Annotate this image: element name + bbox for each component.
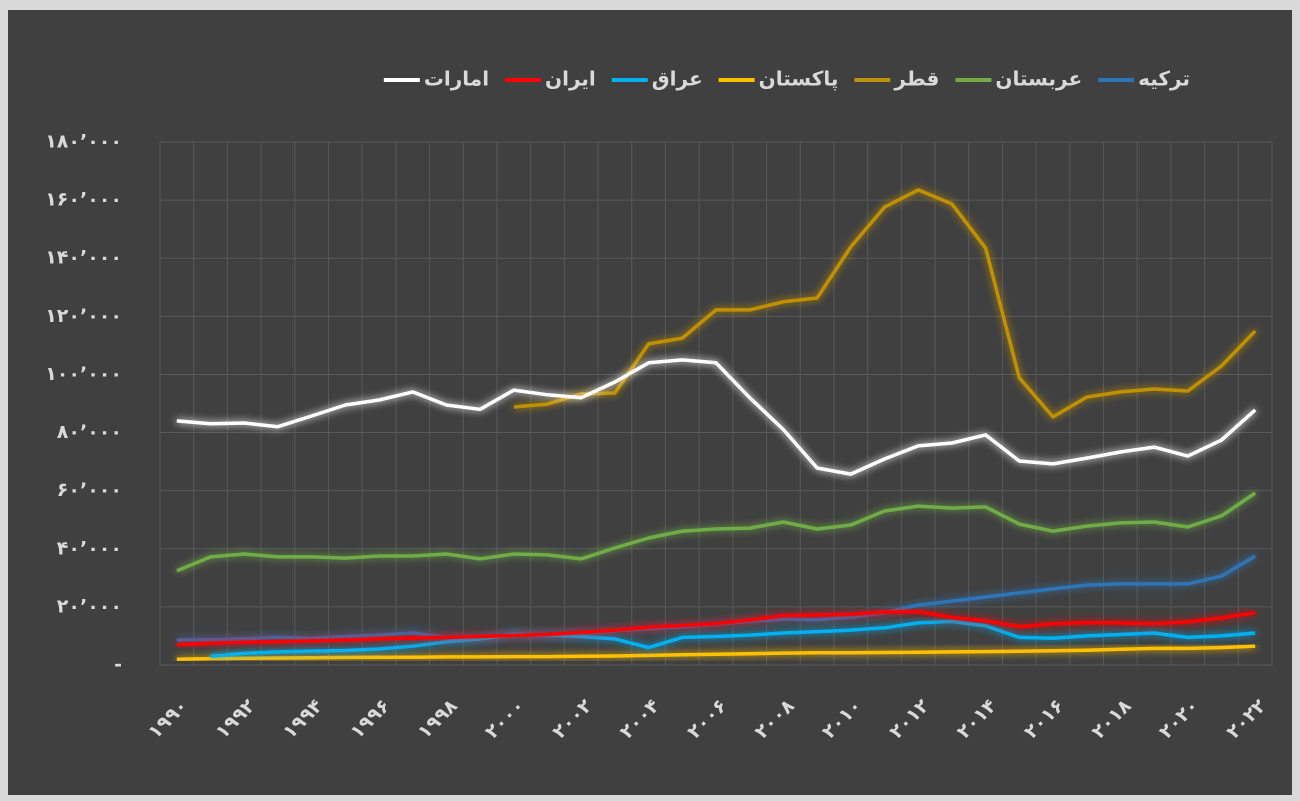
legend-label: امارات	[424, 67, 489, 91]
y-tick-label: ۶۰’۰۰۰	[57, 479, 122, 501]
legend-label: پاکستان	[759, 67, 839, 92]
legend-label: ایران	[545, 67, 596, 91]
y-tick-label: -	[114, 654, 122, 676]
legend-label: عراق	[652, 67, 703, 91]
y-tick-label: ۱۲۰’۰۰۰	[45, 305, 122, 327]
y-tick-label: ۲۰’۰۰۰	[57, 595, 122, 617]
series-line	[176, 609, 1256, 647]
y-tick-label: ۱۴۰’۰۰۰	[45, 247, 122, 269]
series-line	[176, 358, 1257, 476]
y-tick-label: ۴۰’۰۰۰	[57, 537, 122, 559]
series-line	[176, 491, 1257, 573]
y-tick-label: ۱۸۰’۰۰۰	[45, 131, 122, 153]
legend-label: قطر	[893, 67, 939, 91]
legend-label: ترکیه	[1138, 67, 1190, 91]
y-tick-label: ۱۰۰’۰۰۰	[45, 363, 122, 385]
y-tick-label: ۱۶۰’۰۰۰	[45, 189, 122, 211]
series-line	[210, 619, 1256, 659]
y-tick-label: ۸۰’۰۰۰	[57, 421, 122, 443]
legend-label: عربستان	[995, 67, 1082, 91]
series-line	[176, 644, 1256, 661]
chart-background	[8, 10, 1292, 795]
series-line	[513, 188, 1257, 419]
